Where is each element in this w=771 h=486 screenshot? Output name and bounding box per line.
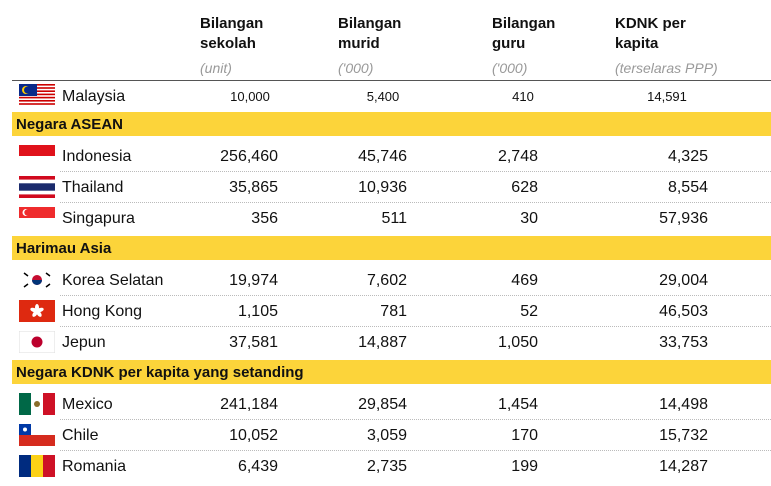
flag [19, 145, 55, 167]
section-title: Negara KDNK per kapita yang setanding [16, 364, 304, 381]
cell-value: 29,004 [659, 272, 708, 289]
column-title: Bilangan [200, 15, 264, 32]
column-unit: ('000) [492, 60, 528, 76]
country-name: Hong Kong [62, 303, 143, 320]
column-title: murid [338, 35, 380, 52]
flag [19, 207, 55, 229]
flag [19, 393, 55, 415]
column-title: Bilangan [338, 15, 402, 32]
section-band [12, 112, 771, 136]
cell-value: 30 [520, 210, 538, 227]
flag [19, 455, 55, 477]
section-title: Harimau Asia [16, 240, 112, 257]
country-name: Mexico [62, 396, 113, 413]
cell-value: 35,865 [229, 179, 278, 196]
cell-value: 2,748 [497, 148, 538, 165]
cell-value: 14,287 [659, 458, 708, 475]
cell-value: 45,746 [358, 148, 407, 165]
cell-value: 46,503 [659, 303, 708, 320]
row-separator [60, 326, 771, 327]
cell-value: 241,184 [220, 396, 278, 413]
header-rule [12, 80, 771, 81]
column-title: sekolah [200, 35, 256, 52]
flag [19, 84, 55, 106]
cell-value: 628 [511, 179, 538, 196]
cell-value: 1,105 [237, 303, 278, 320]
column-title: kapita [615, 35, 659, 52]
cell-value: 3,059 [366, 427, 407, 444]
cell-value: 356 [251, 210, 278, 227]
cell-value: 170 [511, 427, 538, 444]
cell-value: 1,050 [497, 334, 538, 351]
cell-value: 33,753 [659, 334, 708, 351]
cell-value: 469 [511, 272, 538, 289]
column-unit: (unit) [200, 60, 232, 76]
cell-value: 781 [380, 303, 407, 320]
flag [19, 424, 55, 446]
row-separator [60, 419, 771, 420]
cell-value: 5,400 [366, 89, 400, 104]
country-name: Jepun [62, 334, 106, 351]
cell-value: 10,936 [358, 179, 407, 196]
cell-value: 14,591 [647, 89, 687, 104]
row-separator [60, 171, 771, 172]
cell-value: 14,887 [358, 334, 407, 351]
country-name: Thailand [62, 179, 124, 196]
country-name: Singapura [62, 210, 135, 227]
section-band [12, 360, 771, 384]
cell-value: 410 [512, 89, 534, 104]
cell-value: 199 [511, 458, 538, 475]
cell-value: 511 [381, 210, 407, 227]
column-title: guru [492, 35, 526, 52]
country-name: Romania [62, 458, 127, 475]
row-separator [60, 202, 771, 203]
section-title: Negara ASEAN [16, 116, 123, 133]
cell-value: 14,498 [659, 396, 708, 413]
country-name: Chile [62, 427, 99, 444]
cell-value: 37,581 [229, 334, 278, 351]
flag [19, 331, 55, 353]
cell-value: 6,439 [237, 458, 278, 475]
country-name: Malaysia [62, 88, 126, 105]
cell-value: 57,936 [659, 210, 708, 227]
country-name: Korea Selatan [62, 272, 164, 289]
row-separator [60, 450, 771, 451]
column-title: Bilangan [492, 15, 556, 32]
cell-value: 1,454 [497, 396, 538, 413]
cell-value: 10,000 [230, 89, 270, 104]
flag [19, 176, 55, 198]
row-separator [60, 295, 771, 296]
country-name: Indonesia [62, 148, 132, 165]
column-title: KDNK per [615, 15, 686, 32]
cell-value: 8,554 [667, 179, 708, 196]
section-band [12, 236, 771, 260]
cell-value: 29,854 [358, 396, 407, 413]
cell-value: 256,460 [220, 148, 278, 165]
cell-value: 7,602 [366, 272, 407, 289]
cell-value: 19,974 [229, 272, 278, 289]
column-unit: ('000) [338, 60, 374, 76]
cell-value: 10,052 [229, 427, 278, 444]
column-unit: (terselaras PPP) [615, 60, 718, 76]
cell-value: 2,735 [366, 458, 407, 475]
flag [19, 269, 55, 291]
flag [19, 300, 55, 322]
cell-value: 52 [520, 303, 538, 320]
cell-value: 4,325 [667, 148, 708, 165]
cell-value: 15,732 [659, 427, 708, 444]
